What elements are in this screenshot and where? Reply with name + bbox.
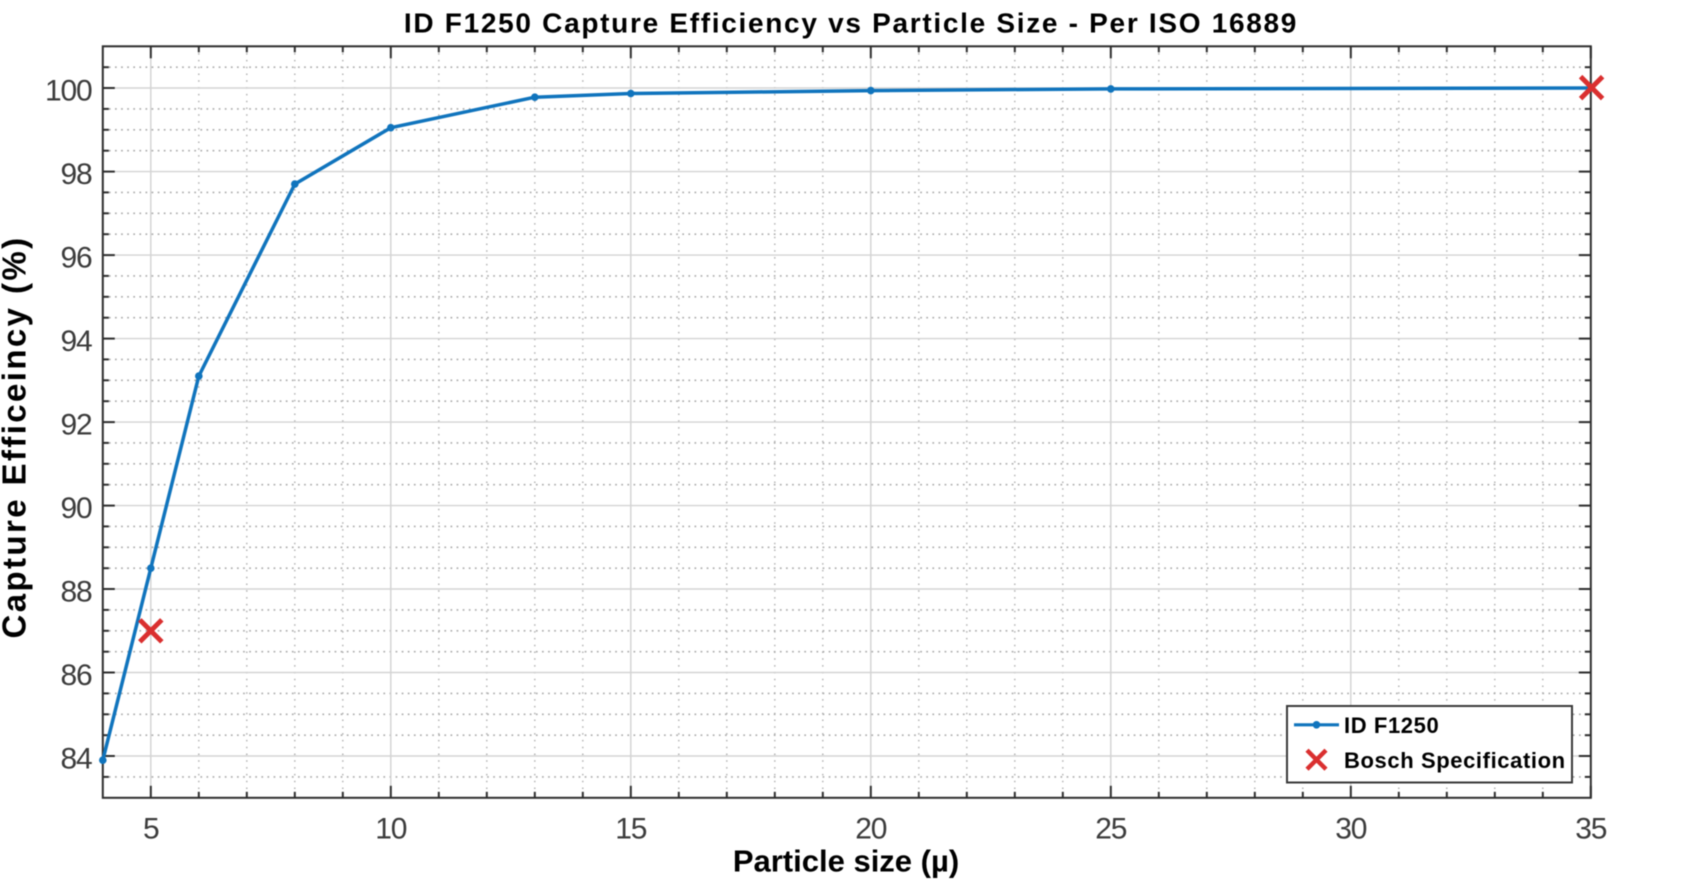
svg-text:Particle size (µ): Particle size (µ) bbox=[733, 843, 959, 878]
svg-text:20: 20 bbox=[855, 813, 886, 846]
svg-text:90: 90 bbox=[61, 492, 92, 525]
svg-text:100: 100 bbox=[45, 75, 92, 108]
svg-text:10: 10 bbox=[375, 813, 406, 846]
svg-text:25: 25 bbox=[1095, 813, 1126, 846]
svg-text:86: 86 bbox=[61, 659, 92, 692]
svg-text:ID F1250 Capture Efficiency vs: ID F1250 Capture Efficiency vs Particle … bbox=[404, 8, 1298, 39]
svg-text:30: 30 bbox=[1335, 813, 1366, 846]
svg-text:84: 84 bbox=[61, 743, 92, 776]
svg-text:88: 88 bbox=[61, 576, 92, 609]
svg-text:Bosch Specification: Bosch Specification bbox=[1344, 748, 1566, 773]
svg-text:94: 94 bbox=[61, 325, 92, 358]
svg-text:Capture Efficeincy (%): Capture Efficeincy (%) bbox=[0, 235, 33, 638]
svg-text:ID F1250: ID F1250 bbox=[1344, 713, 1439, 738]
svg-text:5: 5 bbox=[143, 813, 159, 846]
svg-text:96: 96 bbox=[61, 242, 92, 275]
svg-text:98: 98 bbox=[61, 158, 92, 191]
svg-text:35: 35 bbox=[1575, 813, 1606, 846]
svg-text:15: 15 bbox=[615, 813, 646, 846]
svg-text:92: 92 bbox=[61, 409, 92, 442]
